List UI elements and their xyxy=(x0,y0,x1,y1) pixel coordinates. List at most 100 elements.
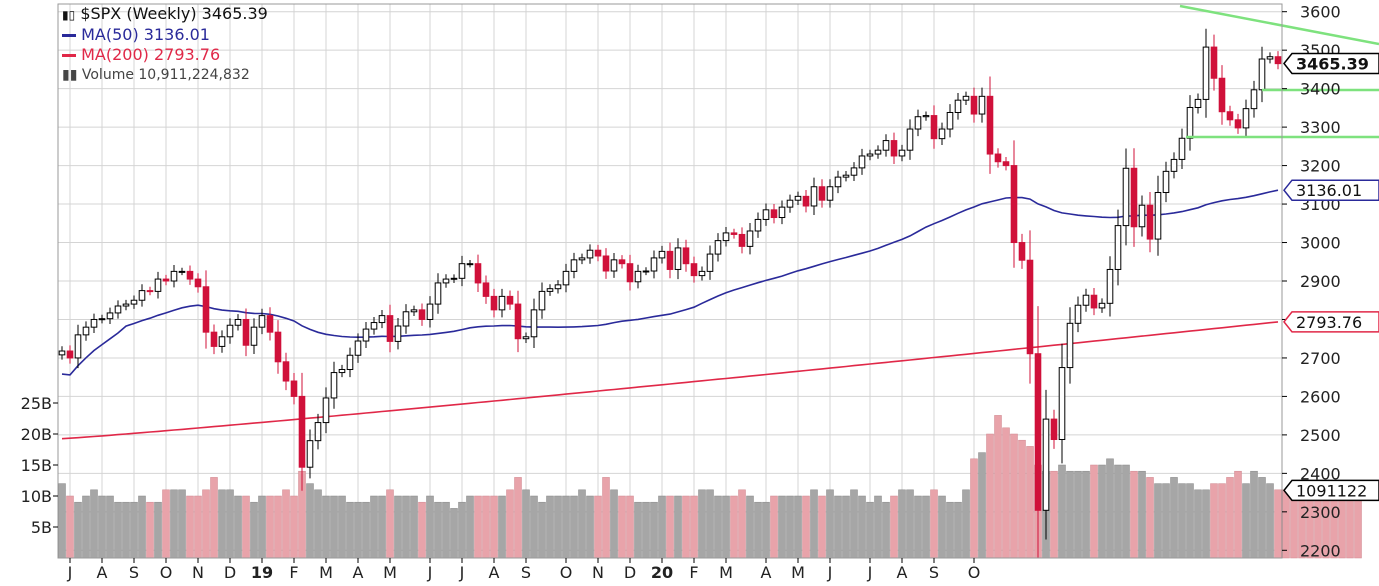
candle-up xyxy=(82,326,90,336)
volume-bar xyxy=(450,508,458,559)
volume-bar xyxy=(1218,483,1226,559)
volume-bar xyxy=(634,501,642,559)
volume-bar xyxy=(850,489,858,559)
volume-bar xyxy=(178,489,186,559)
volume-bar xyxy=(306,483,314,559)
volume-bar xyxy=(1146,477,1154,559)
candle-down xyxy=(890,140,898,157)
price-tick-label: 3000 xyxy=(1300,234,1341,253)
time-tick-label: N xyxy=(592,563,604,582)
volume-bar xyxy=(698,489,706,559)
volume-bar xyxy=(138,495,146,559)
volume-bar xyxy=(842,495,850,559)
time-tick-label: O xyxy=(160,563,173,582)
volume-tick-label: 10B xyxy=(21,487,52,506)
candle-up xyxy=(1194,98,1202,108)
volume-bar xyxy=(274,495,282,559)
volume-bar xyxy=(626,495,634,559)
volume-bar xyxy=(258,495,266,559)
price-tick-label: 2400 xyxy=(1300,464,1341,483)
candle-up xyxy=(1058,367,1066,441)
volume-bar xyxy=(570,495,578,559)
volume-bar xyxy=(666,495,674,559)
ma200-line xyxy=(61,321,1279,440)
volume-bar xyxy=(1138,470,1146,559)
volume-bar xyxy=(266,495,274,559)
candle-up xyxy=(1170,158,1178,172)
candle-down xyxy=(986,95,994,155)
candle-down xyxy=(1226,111,1234,121)
volume-bar xyxy=(202,489,210,559)
candle-up xyxy=(610,259,618,272)
time-tick-label: M xyxy=(383,563,397,582)
volume-bar xyxy=(498,495,506,559)
volume-bar xyxy=(586,495,594,559)
candle-down xyxy=(194,278,202,288)
volume-bar xyxy=(1018,439,1026,559)
volume-bar xyxy=(442,501,450,559)
volume-bar xyxy=(922,495,930,559)
candle-down xyxy=(1090,294,1098,309)
candle-up xyxy=(882,140,890,151)
volume-bar xyxy=(810,489,818,559)
price-tick-label: 2900 xyxy=(1300,272,1341,291)
price-tick-label: 3300 xyxy=(1300,118,1341,137)
candle-up xyxy=(1042,418,1050,511)
volume-bar xyxy=(746,495,754,559)
volume-bar xyxy=(154,501,162,559)
candle-down xyxy=(1274,56,1282,65)
volume-tick-label: 20B xyxy=(21,425,52,444)
candle-up xyxy=(914,116,922,130)
volume-bar xyxy=(346,501,354,559)
candle-up xyxy=(1162,170,1170,194)
candle-down xyxy=(482,282,490,297)
ma200-swatch-icon xyxy=(62,54,76,57)
candle-down xyxy=(970,95,978,115)
candle-up xyxy=(978,95,986,115)
volume-bar xyxy=(394,495,402,559)
volume-bar xyxy=(658,495,666,559)
price-tick-label: 2200 xyxy=(1300,541,1341,560)
legend-title-text: $SPX (Weekly) 3465.39 xyxy=(80,4,268,23)
time-tick-label: D xyxy=(624,563,636,582)
volume-bar xyxy=(74,501,82,559)
candle-down xyxy=(242,318,250,346)
candle-up xyxy=(898,149,906,157)
candle-up xyxy=(178,270,186,273)
candle-up xyxy=(1098,302,1106,309)
volume-bar xyxy=(770,495,778,559)
candle-up xyxy=(234,318,242,326)
volume-bar xyxy=(538,501,546,559)
candle-up xyxy=(1258,58,1266,91)
time-tick-label: S xyxy=(521,563,531,582)
volume-bar xyxy=(562,495,570,559)
ma50-value-box xyxy=(1283,179,1379,201)
volume-bar xyxy=(1106,458,1114,559)
time-tick-label: A xyxy=(761,563,772,582)
candle-down xyxy=(594,249,602,257)
candle-up xyxy=(258,315,266,328)
time-tick-label: F xyxy=(289,563,298,582)
volume-bar xyxy=(610,489,618,559)
volume-bar xyxy=(554,495,562,559)
candle-up xyxy=(954,99,962,113)
candle-up xyxy=(530,309,538,338)
time-tick-label: S xyxy=(129,563,139,582)
candle-down xyxy=(210,331,218,347)
time-tick-label: J xyxy=(867,563,873,582)
volume-bar xyxy=(690,495,698,559)
candle-down xyxy=(1234,119,1242,129)
price-tick-label: 2700 xyxy=(1300,349,1341,368)
candle-up xyxy=(706,253,714,272)
candle-up xyxy=(1122,167,1130,227)
legend-ma200: MA(200) 2793.76 xyxy=(62,45,268,65)
candle-down xyxy=(506,295,514,305)
volume-bar xyxy=(674,495,682,559)
candle-up xyxy=(130,299,138,305)
candle-up xyxy=(826,186,834,201)
volume-bar xyxy=(482,495,490,559)
candle-down xyxy=(490,295,498,311)
candle-down xyxy=(1002,161,1010,167)
volume-bar xyxy=(330,495,338,559)
